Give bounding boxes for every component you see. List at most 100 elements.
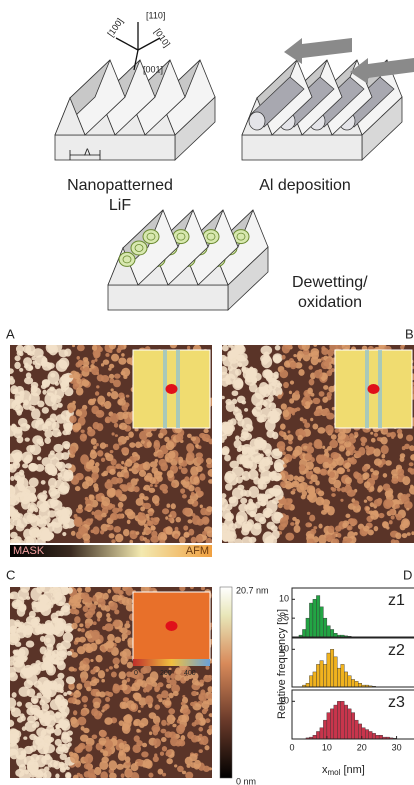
particle: [307, 512, 310, 515]
particle: [282, 355, 286, 360]
particle: [55, 592, 63, 601]
particle: [123, 529, 130, 536]
particle: [81, 677, 86, 683]
particle: [186, 443, 194, 452]
particle: [373, 470, 380, 475]
histogram-bar: [327, 626, 330, 637]
particle: [131, 241, 147, 255]
particle: [46, 342, 56, 354]
particle: [83, 357, 88, 362]
particle: [253, 477, 260, 485]
particle: [229, 461, 239, 469]
particle: [118, 393, 125, 399]
particle: [107, 488, 116, 498]
particle: [140, 444, 143, 447]
histogram-bar: [344, 705, 347, 739]
particle: [69, 446, 76, 455]
particle: [50, 395, 61, 404]
particle: [63, 692, 67, 696]
particle: [15, 386, 24, 394]
mask-label: AFM: [186, 545, 209, 557]
particle: [156, 694, 162, 699]
particle: [109, 374, 114, 379]
particle: [326, 534, 333, 541]
histogram-bar: [355, 720, 358, 739]
particle: [329, 471, 335, 478]
particle: [202, 531, 207, 536]
particle: [89, 495, 94, 501]
particle: [56, 462, 63, 469]
particle: [120, 701, 126, 709]
particle: [109, 533, 115, 538]
particle: [366, 507, 370, 511]
particle: [76, 410, 83, 416]
particle: [307, 539, 314, 547]
particle: [280, 481, 286, 487]
particle: [22, 451, 33, 463]
particle: [136, 729, 140, 733]
particle: [57, 403, 63, 408]
particle: [26, 514, 37, 523]
particle: [36, 438, 42, 443]
particle: [209, 725, 215, 730]
particle: [206, 458, 212, 464]
particle: [109, 760, 118, 770]
particle: [147, 689, 150, 692]
particle: [86, 687, 92, 692]
particle: [249, 486, 259, 498]
particle: [330, 452, 339, 459]
particle: [23, 400, 28, 406]
histogram-bar: [323, 664, 326, 687]
particle: [246, 424, 250, 428]
block-front: [242, 135, 362, 160]
particle: [389, 520, 393, 524]
particle: [37, 684, 44, 690]
particle: [373, 448, 380, 457]
histogram-bar: [348, 709, 351, 739]
histogram-bar: [376, 735, 379, 739]
particle: [221, 493, 226, 498]
particle: [164, 700, 171, 706]
particle: [374, 458, 382, 466]
particle: [77, 646, 85, 654]
particle: [6, 506, 15, 515]
particle: [395, 532, 401, 539]
particle: [96, 443, 99, 446]
particle: [136, 679, 143, 686]
particle: [119, 484, 125, 489]
histogram-bar: [341, 664, 344, 687]
particle: [92, 345, 97, 351]
particle: [61, 712, 68, 718]
particle: [222, 345, 229, 352]
particle: [23, 736, 27, 740]
particle: [73, 775, 79, 781]
particle: [297, 353, 303, 360]
particle: [110, 450, 114, 453]
particle: [172, 724, 176, 728]
particle: [228, 343, 233, 347]
particle: [145, 760, 153, 769]
particle: [313, 526, 317, 529]
particle: [319, 406, 322, 409]
particle: [191, 492, 195, 497]
particle: [59, 763, 68, 770]
particle: [115, 534, 123, 543]
particle: [50, 450, 55, 455]
particle: [157, 476, 163, 482]
particle: [283, 464, 287, 468]
particle: [30, 444, 41, 455]
particle: [13, 660, 25, 673]
particle: [54, 508, 60, 514]
particle: [190, 702, 195, 706]
particle: [115, 464, 121, 470]
particle: [281, 403, 287, 409]
particle: [363, 526, 369, 532]
particle: [58, 475, 63, 481]
particle: [173, 691, 179, 696]
particle: [353, 450, 356, 453]
particle: [273, 475, 280, 481]
particle: [389, 509, 394, 515]
particle: [165, 516, 168, 520]
particle: [143, 688, 147, 693]
particle: [293, 449, 300, 456]
